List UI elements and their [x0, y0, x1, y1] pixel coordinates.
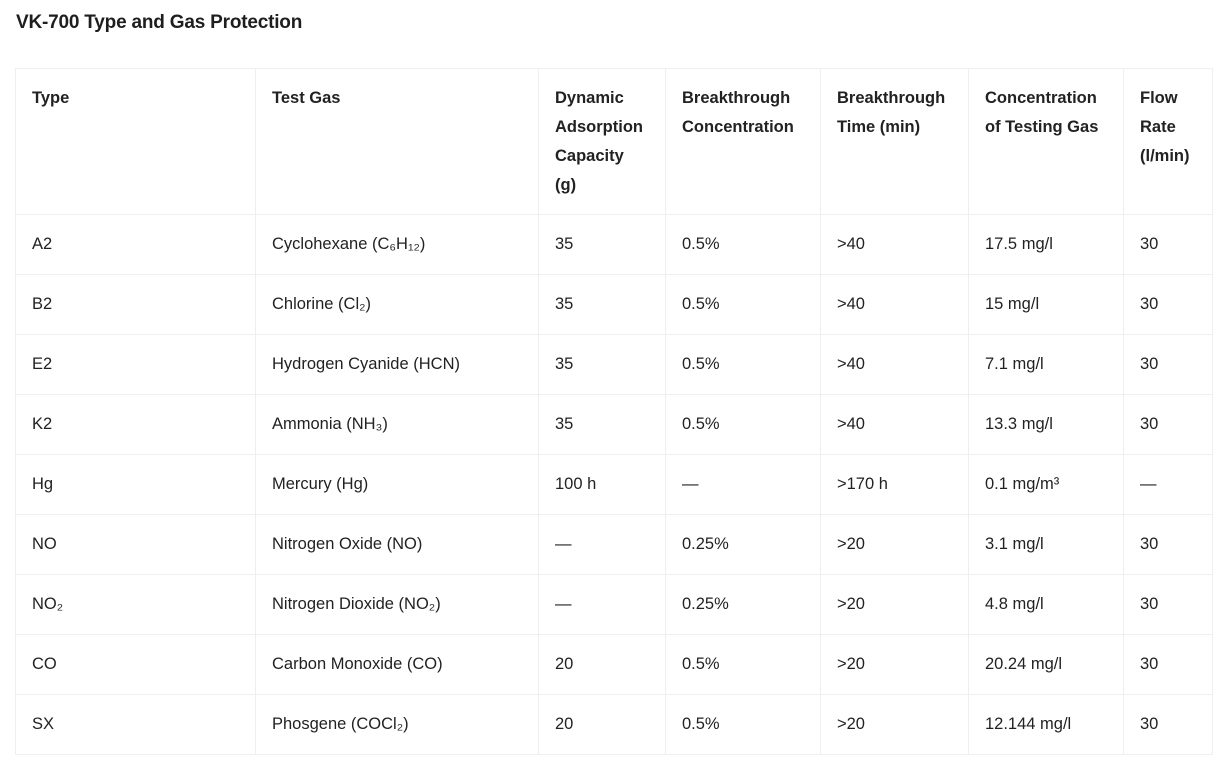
table-row: NO₂ Nitrogen Dioxide (NO₂) —0.25% >20 4.8 mg… [15, 574, 1213, 635]
cell-concentration-of-testing-gas: 17.5 mg/l [968, 214, 1124, 275]
cell-type: K2 [15, 394, 256, 455]
cell-concentration-of-testing-gas: 7.1 mg/l [968, 334, 1124, 395]
cell-dynamic-adsorption-capacity: 35 [538, 274, 666, 335]
cell-test-gas: Nitrogen Dioxide (NO₂) [255, 574, 539, 635]
cell-flow-rate: 30 [1123, 514, 1213, 575]
cell-type: NO [15, 514, 256, 575]
table-row: A2 Cyclohexane (C₆H₁₂) 35 0.5% >40 17.5 mg/l 3… [15, 214, 1213, 275]
cell-breakthrough-concentration: 0.25% [665, 514, 821, 575]
cell-flow-rate: 30 [1123, 694, 1213, 755]
column-header-flow-rate: Flow Rate (l/min) [1123, 68, 1213, 215]
cell-concentration-of-testing-gas: 3.1 mg/l [968, 514, 1124, 575]
cell-concentration-of-testing-gas: 4.8 mg/l [968, 574, 1124, 635]
cell-test-gas: Nitrogen Oxide (NO) [255, 514, 539, 575]
cell-test-gas: Mercury (Hg) [255, 454, 539, 515]
cell-type: NO₂ [15, 574, 256, 635]
cell-dynamic-adsorption-capacity: 100 h [538, 454, 666, 515]
column-header-breakthrough-time: Breakthrough Time (min) [820, 68, 969, 215]
cell-concentration-of-testing-gas: 20.24 mg/l [968, 634, 1124, 695]
cell-concentration-of-testing-gas: 12.144 mg/l [968, 694, 1124, 755]
cell-concentration-of-testing-gas: 15 mg/l [968, 274, 1124, 335]
cell-breakthrough-concentration: 0.25% [665, 574, 821, 635]
cell-flow-rate: 30 [1123, 634, 1213, 695]
cell-dynamic-adsorption-capacity: 35 [538, 334, 666, 395]
cell-breakthrough-time: >20 [820, 694, 969, 755]
table-row: SX Phosgene (COCl₂) 20 0.5% >20 12.144 mg/l 30 [15, 694, 1213, 755]
cell-type: A2 [15, 214, 256, 275]
cell-test-gas: Ammonia (NH₃) [255, 394, 539, 455]
column-header-concentration-of-testing-gas: Concentration of Testing Gas [968, 68, 1124, 215]
cell-type: SX [15, 694, 256, 755]
cell-test-gas: Carbon Monoxide (CO) [255, 634, 539, 695]
column-header-dynamic-adsorption-capacity: Dynamic Adsorption Capacity (g) [538, 68, 666, 215]
cell-breakthrough-concentration: — [665, 454, 821, 515]
cell-breakthrough-concentration: 0.5% [665, 334, 821, 395]
table-row: K2 Ammonia (NH₃) 35 0.5% >40 13.3 mg/l 30 [15, 394, 1213, 455]
cell-type: E2 [15, 334, 256, 395]
cell-dynamic-adsorption-capacity: — [538, 514, 666, 575]
cell-breakthrough-time: >40 [820, 214, 969, 275]
page-title: VK-700 Type and Gas Protection [16, 12, 303, 33]
cell-flow-rate: — [1123, 454, 1213, 515]
cell-dynamic-adsorption-capacity: 20 [538, 694, 666, 755]
cell-type: B2 [15, 274, 256, 335]
cell-breakthrough-concentration: 0.5% [665, 214, 821, 275]
cell-type: CO [15, 634, 256, 695]
cell-dynamic-adsorption-capacity: 20 [538, 634, 666, 695]
cell-type: Hg [15, 454, 256, 515]
cell-breakthrough-time: >40 [820, 274, 969, 335]
table-row: Hg Mercury (Hg) 100 h — >170 h 0.1 mg/m³ — [15, 454, 1213, 515]
cell-breakthrough-concentration: 0.5% [665, 394, 821, 455]
column-header-test-gas: Test Gas [255, 68, 539, 215]
cell-flow-rate: 30 [1123, 214, 1213, 275]
cell-flow-rate: 30 [1123, 274, 1213, 335]
cell-test-gas: Cyclohexane (C₆H₁₂) [255, 214, 539, 275]
cell-breakthrough-concentration: 0.5% [665, 634, 821, 695]
cell-test-gas: Hydrogen Cyanide (HCN) [255, 334, 539, 395]
table-row: CO Carbon Monoxide (CO) 20 0.5% >20 20.24 mg/… [15, 634, 1213, 695]
cell-breakthrough-concentration: 0.5% [665, 274, 821, 335]
cell-breakthrough-time: >20 [820, 514, 969, 575]
cell-flow-rate: 30 [1123, 334, 1213, 395]
cell-concentration-of-testing-gas: 13.3 mg/l [968, 394, 1124, 455]
gas-protection-table: Type Test Gas Dynamic Adsorption Capacity … [15, 68, 1213, 755]
cell-breakthrough-concentration: 0.5% [665, 694, 821, 755]
cell-test-gas: Phosgene (COCl₂) [255, 694, 539, 755]
cell-dynamic-adsorption-capacity: — [538, 574, 666, 635]
cell-breakthrough-time: >170 h [820, 454, 969, 515]
cell-dynamic-adsorption-capacity: 35 [538, 214, 666, 275]
cell-breakthrough-time: >20 [820, 574, 969, 635]
cell-breakthrough-time: >40 [820, 394, 969, 455]
column-header-breakthrough-concentration: Breakthrough Concentration [665, 68, 821, 215]
cell-test-gas: Chlorine (Cl₂) [255, 274, 539, 335]
cell-flow-rate: 30 [1123, 394, 1213, 455]
column-header-type: Type [15, 68, 256, 215]
table-row: NO Nitrogen Oxide (NO) —0.25% >20 3.1 mg/l 30 [15, 514, 1213, 575]
table-row: E2 Hydrogen Cyanide (HCN) 35 0.5% >40 7.1 mg/… [15, 334, 1213, 395]
table-header-row: Type Test Gas Dynamic Adsorption Capacity … [15, 68, 1213, 215]
cell-breakthrough-time: >40 [820, 334, 969, 395]
cell-dynamic-adsorption-capacity: 35 [538, 394, 666, 455]
cell-concentration-of-testing-gas: 0.1 mg/m³ [968, 454, 1124, 515]
cell-breakthrough-time: >20 [820, 634, 969, 695]
table-row: B2 Chlorine (Cl₂) 35 0.5% >40 15 mg/l 30 [15, 274, 1213, 335]
cell-flow-rate: 30 [1123, 574, 1213, 635]
